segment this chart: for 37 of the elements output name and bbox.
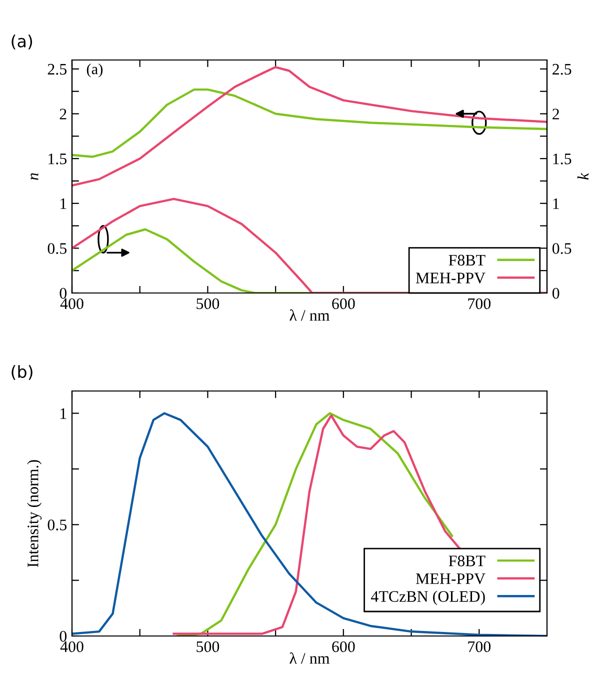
legend-label: 4TCzBN (OLED) [370,590,485,606]
y-tick-label: 0.5 [48,243,67,254]
y2-tick-label: 1.5 [553,154,572,164]
y-tick-label: 0.5 [48,520,67,530]
y-tick-label: 0 [60,288,67,299]
legend-label: F8BT [448,254,486,266]
y-tick-label: 2.5 [48,64,67,75]
chart-title: (a) [12,34,32,50]
x-tick-label: 700 [468,641,491,652]
y-tick-label: 1 [60,408,66,419]
y-tick-label: 0 [60,630,67,642]
x-tick-label: 400 [60,641,84,652]
y-axis-title: n [30,173,38,180]
y2-tick-label: 0 [552,288,560,299]
y-tick-label: 2 [60,108,66,120]
legend-label: MEH-PPV [416,272,486,284]
y2-axis-title: k [577,172,588,180]
x-axis-title: λ / nm [290,309,330,321]
legend-label: MEH-PPV [416,573,486,584]
annotation: (a) [86,63,103,78]
y2-tick-label: 2.5 [552,64,572,75]
chart-title: (b) [12,365,32,380]
y-axis-title: Intensity (norm.) [27,460,42,568]
x-axis-title: λ / nm [290,652,330,664]
y2-tick-label: 2 [552,108,559,120]
x-tick-label: 600 [332,641,355,652]
x-tick-label: 500 [196,641,220,652]
x-tick-label: 700 [468,298,491,310]
x-tick-label: 400 [60,298,84,310]
y-tick-label: 1.5 [48,154,67,164]
y2-tick-label: 1 [553,198,559,209]
y-tick-label: 1 [60,198,66,209]
y2-tick-label: 0.5 [552,243,572,254]
line-series [72,88,547,158]
x-tick-label: 600 [332,298,355,310]
legend-label: F8BT [448,556,486,566]
x-tick-label: 500 [196,298,220,310]
